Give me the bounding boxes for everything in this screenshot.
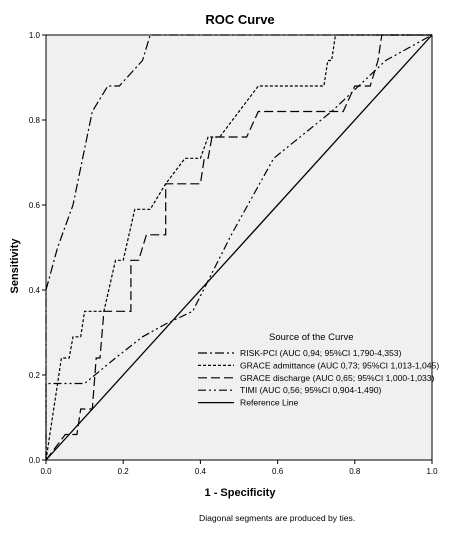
series-lines [45,34,433,461]
y-tick-label: 0.8 [29,116,41,125]
legend: Source of the Curve RISK-PCI (AUC 0,94; … [198,332,439,408]
y-tick-label: 0.4 [29,286,41,295]
x-axis-label: 1 - Specificity [205,487,277,499]
series-line-5 [45,34,433,461]
legend-label-3: GRACE discharge (AUC 0,65; 95%CI 1,000-1… [240,373,435,383]
x-tick-label: 0.6 [272,467,284,476]
series-line-3 [45,34,432,461]
legend-label-5: Reference Line [240,398,299,408]
legend-label-1: RISK-PCI (AUC 0,94; 95%CI 1,790-4,353) [240,348,402,358]
legend-title: Source of the Curve [269,332,354,343]
y-tick-label: 1.0 [29,31,41,40]
x-tick-label: 0.0 [40,467,52,476]
legend-label-2: GRACE admittance (AUC 0,73; 95%CI 1,013-… [240,360,439,370]
x-axis: 0.0 0.2 0.4 0.6 0.8 1.0 [40,460,438,476]
y-tick-label: 0.0 [29,456,41,465]
y-tick-label: 0.2 [29,371,41,380]
legend-label-4: TIMI (AUC 0,56; 95%CI 0,904-1,490) [240,385,382,395]
footnote: Diagonal segments are produced by ties. [199,513,355,523]
x-tick-label: 0.8 [349,467,361,476]
x-tick-label: 0.4 [195,467,207,476]
y-axis: 0.0 0.2 0.4 0.6 0.8 1.0 [29,31,46,465]
series-line-4 [45,34,433,460]
series-line-1 [45,34,432,460]
series-line-2 [45,34,432,461]
chart-title: ROC Curve [205,12,274,27]
x-tick-label: 1.0 [426,467,438,476]
y-axis-label: Sensitivity [9,238,21,294]
x-tick-label: 0.2 [118,467,130,476]
y-tick-label: 0.6 [29,201,41,210]
